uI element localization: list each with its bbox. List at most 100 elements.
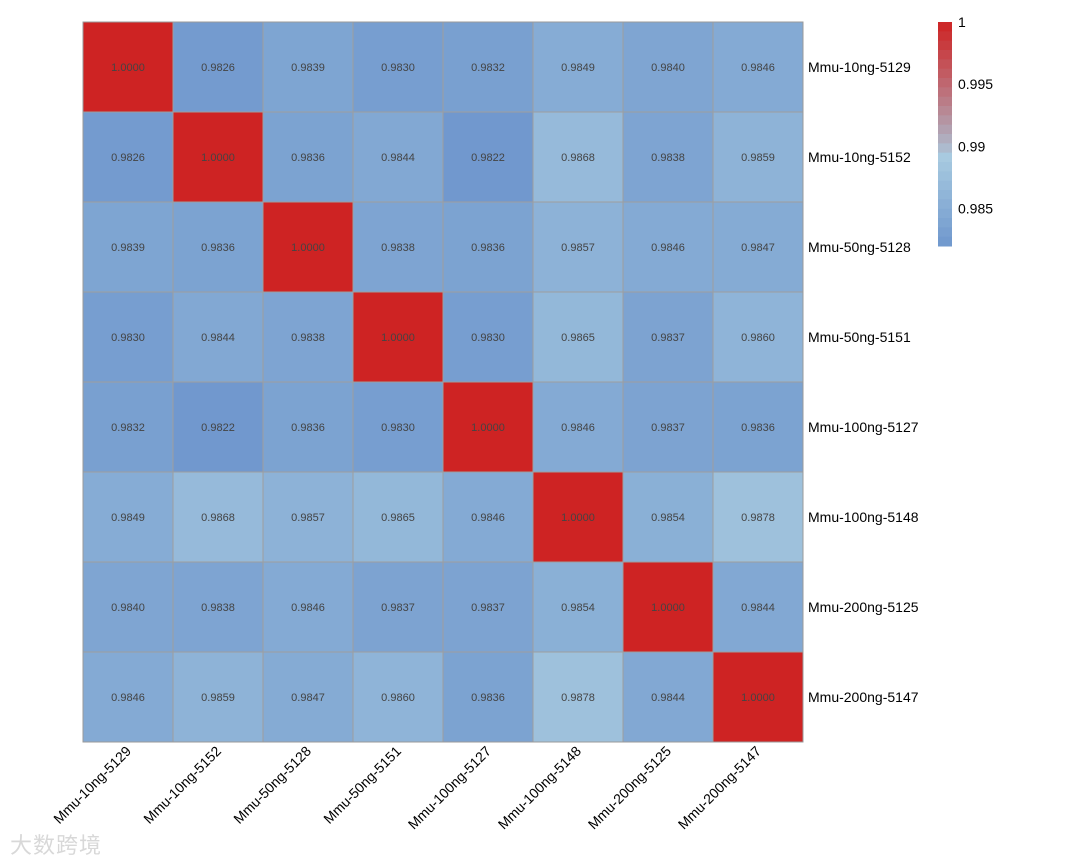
cell-value-label: 0.9839 — [111, 242, 145, 254]
column-label: Mmu-100ng-5148 — [495, 743, 585, 833]
legend-tick-label: 1 — [958, 14, 966, 30]
cell-value-label: 0.9868 — [201, 512, 235, 524]
heatmap-cell — [172, 561, 264, 653]
legend-tick-label: 0.995 — [958, 76, 993, 92]
legend-color-step — [938, 208, 952, 219]
heatmap-cells: 1.0000 0.9826 0.9839 0.9830 0.9832 0.9849 0.98… — [82, 21, 804, 743]
heatmap-cell — [82, 21, 174, 113]
heatmap-cell — [442, 21, 534, 113]
heatmap-cell — [442, 111, 534, 203]
column-label: Mmu-200ng-5125 — [585, 743, 675, 833]
cell-value-label: 0.9830 — [381, 422, 415, 434]
column-label: Mmu-100ng-5127 — [405, 743, 495, 833]
legend-color-step — [938, 124, 952, 135]
cell-value-label: 0.9857 — [561, 242, 595, 254]
heatmap-cell — [262, 381, 354, 473]
heatmap-cell — [262, 201, 354, 293]
cell-value-label: 0.9844 — [381, 152, 415, 164]
cell-value-label: 0.9840 — [651, 62, 685, 74]
cell-value-label: 0.9838 — [651, 152, 685, 164]
heatmap-cell — [262, 651, 354, 743]
heatmap-cell — [82, 561, 174, 653]
legend-color-step — [938, 31, 952, 42]
heatmap-cell — [712, 21, 804, 113]
column-label: Mmu-10ng-5152 — [140, 743, 224, 827]
cell-value-label: 0.9846 — [651, 242, 685, 254]
cell-value-label: 0.9847 — [291, 692, 325, 704]
cell-value-label: 0.9865 — [561, 332, 595, 344]
legend-color-step — [938, 227, 952, 238]
heatmap-cell — [532, 111, 624, 203]
column-label: Mmu-10ng-5129 — [50, 743, 134, 827]
row-label: Mmu-200ng-5125 — [808, 599, 919, 615]
heatmap-cell — [622, 291, 714, 383]
cell-value-label: 0.9847 — [741, 242, 775, 254]
column-label: Mmu-200ng-5147 — [675, 743, 765, 833]
row-label: Mmu-200ng-5147 — [808, 689, 919, 705]
cell-value-label: 1.0000 — [561, 512, 595, 524]
cell-value-label: 0.9838 — [291, 332, 325, 344]
heatmap-cell — [352, 21, 444, 113]
cell-value-label: 0.9839 — [291, 62, 325, 74]
cell-value-label: 0.9837 — [651, 422, 685, 434]
row-label: Mmu-10ng-5129 — [808, 59, 911, 75]
heatmap-cell — [622, 381, 714, 473]
heatmap-cell — [352, 111, 444, 203]
cell-value-label: 0.9836 — [201, 242, 235, 254]
heatmap-cell — [442, 471, 534, 563]
cell-value-label: 0.9846 — [291, 602, 325, 614]
legend-color-step — [938, 96, 952, 107]
legend-tick-label: 0.985 — [958, 201, 993, 217]
heatmap-cell — [442, 201, 534, 293]
cell-value-label: 0.9840 — [111, 602, 145, 614]
heatmap-cell — [622, 471, 714, 563]
cell-value-label: 0.9854 — [561, 602, 595, 614]
cell-value-label: 0.9836 — [291, 152, 325, 164]
legend-color-step — [938, 218, 952, 228]
cell-value-label: 0.9838 — [201, 602, 235, 614]
legend-tick-label: 0.99 — [958, 138, 985, 154]
column-label: Mmu-50ng-5128 — [230, 743, 314, 827]
heatmap-cell — [712, 381, 804, 473]
legend-color-step — [938, 171, 952, 182]
cell-value-label: 1.0000 — [651, 602, 685, 614]
cell-value-label: 0.9846 — [561, 422, 595, 434]
legend-color-step — [938, 143, 952, 154]
cell-value-label: 0.9826 — [111, 152, 145, 164]
heatmap-cell — [712, 651, 804, 743]
row-label: Mmu-50ng-5151 — [808, 329, 911, 345]
row-labels: Mmu-10ng-5129 Mmu-10ng-5152 Mmu-50ng-5128 M… — [808, 59, 919, 705]
legend-color-step — [938, 190, 952, 200]
cell-value-label: 0.9857 — [291, 512, 325, 524]
cell-value-label: 0.9832 — [111, 422, 145, 434]
cell-value-label: 1.0000 — [201, 152, 235, 164]
legend-color-step — [938, 78, 952, 88]
heatmap-cell — [442, 381, 534, 473]
legend-color-step — [938, 199, 952, 210]
legend-color-step — [938, 40, 952, 51]
legend-color-step — [938, 180, 952, 191]
legend-color-step — [938, 236, 952, 247]
cell-value-label: 0.9846 — [111, 692, 145, 704]
cell-value-label: 0.9865 — [381, 512, 415, 524]
cell-value-label: 0.9830 — [471, 332, 505, 344]
heatmap-cell — [712, 111, 804, 203]
cell-value-label: 0.9849 — [111, 512, 145, 524]
legend-color-step — [938, 106, 952, 116]
cell-value-label: 1.0000 — [291, 242, 325, 254]
heatmap-cell — [622, 201, 714, 293]
cell-value-label: 0.9836 — [471, 242, 505, 254]
legend-color-step — [938, 115, 952, 126]
legend-color-step — [938, 87, 952, 98]
cell-value-label: 0.9860 — [381, 692, 415, 704]
cell-value-label: 0.9849 — [561, 62, 595, 74]
column-label: Mmu-50ng-5151 — [320, 743, 404, 827]
cell-value-label: 0.9830 — [381, 62, 415, 74]
heatmap-cell — [82, 291, 174, 383]
heatmap-cell — [352, 291, 444, 383]
heatmap-cell — [622, 561, 714, 653]
heatmap-cell — [532, 21, 624, 113]
legend-color-step — [938, 162, 952, 172]
cell-value-label: 1.0000 — [111, 62, 145, 74]
